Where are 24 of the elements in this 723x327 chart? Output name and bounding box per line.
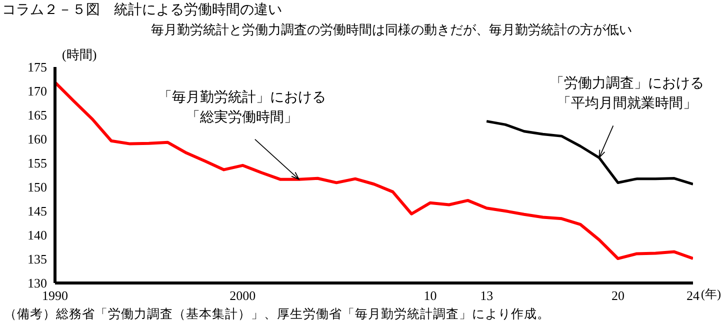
y-tick-label: 135 (28, 252, 47, 267)
y-tick-label: 160 (28, 132, 47, 147)
y-tick-label: 145 (28, 204, 47, 219)
x-tick-label: 1990 (42, 288, 68, 304)
y-tick-label: 170 (28, 84, 47, 99)
y-tick-label: 140 (28, 228, 47, 243)
annotation: 「労働力調査」における「平均月間就業時間」 (550, 76, 704, 112)
text: （備考）総務省「労働力調査（基本集計）」、厚生労働省「毎月勤労統計調査」により作成。 (4, 306, 550, 323)
chart-subtitle: 毎月勤労統計と労働力調査の労働時間は同様の動きだが、毎月勤労統計の方が低い (150, 22, 633, 39)
x-axis-title: (年) (701, 286, 721, 303)
y-tick-label: 155 (28, 156, 47, 171)
x-tick-label: 24 (686, 288, 700, 304)
line-series (485, 120, 693, 186)
x-tick-label: 20 (611, 288, 624, 304)
x-tick-label: 10 (424, 288, 437, 304)
x-tick-label: 13 (480, 288, 494, 304)
y-tick-label: 150 (28, 180, 47, 195)
y-axis-title: (時間) (62, 46, 97, 64)
y-tick-label: 130 (28, 276, 47, 291)
y-tick-label: 175 (28, 60, 47, 75)
y-tick-label: 165 (28, 108, 47, 123)
annotation: 「毎月勤労統計」における「総実労働時間」 (158, 89, 326, 126)
chart-title: コラム２－５図 統計による労働時間の違い (2, 1, 282, 19)
x-tick-label: 2000 (230, 288, 256, 304)
